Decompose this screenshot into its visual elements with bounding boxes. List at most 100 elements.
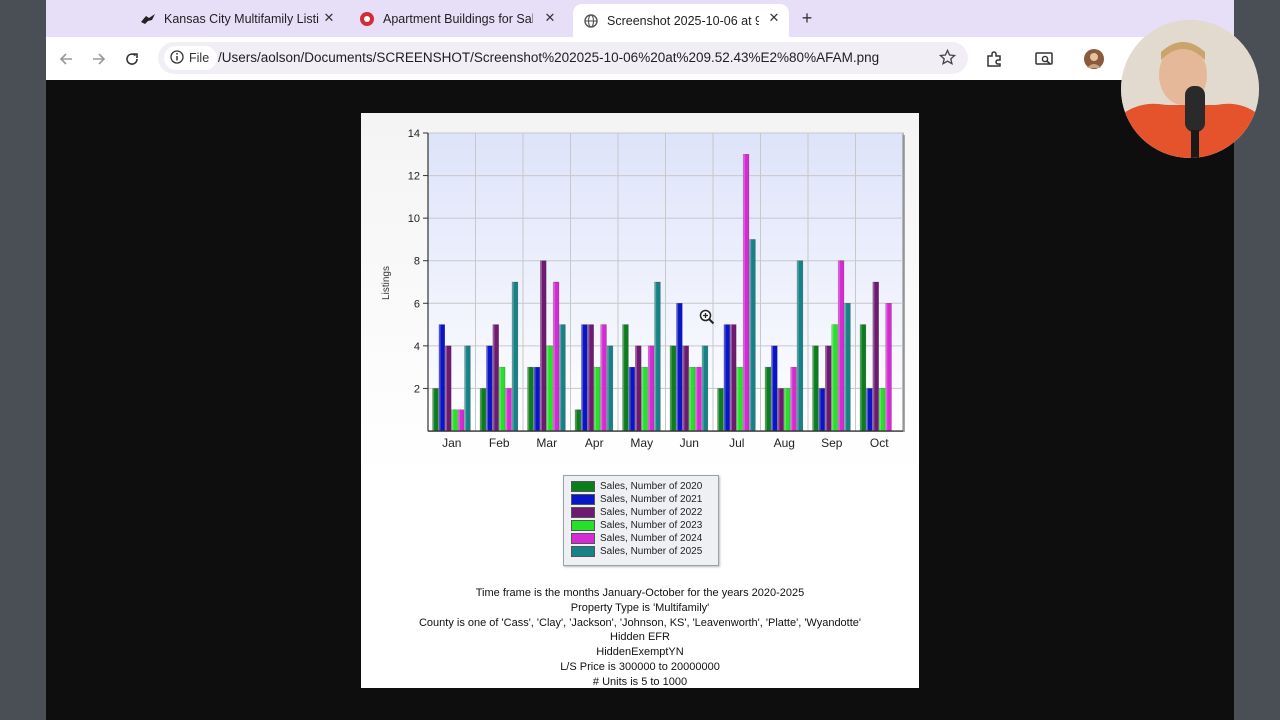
puzzle-icon[interactable]	[983, 48, 1005, 70]
bar-highlight	[784, 388, 786, 431]
tab-title: Apartment Buildings for Sale	[383, 11, 533, 26]
info-icon	[170, 49, 184, 67]
tab-kc-multifamily[interactable]: Kansas City Multifamily Listin ✕	[130, 4, 344, 33]
x-tick-label: Mar	[536, 436, 557, 450]
bar-highlight	[654, 282, 657, 431]
bar-highlight	[831, 324, 834, 431]
legend-swatch	[571, 520, 595, 531]
bar-highlight	[587, 324, 590, 431]
reload-icon[interactable]	[121, 48, 143, 70]
y-tick-label: 14	[408, 128, 420, 140]
x-tick-label: May	[630, 436, 653, 450]
legend-swatch	[571, 481, 595, 492]
bar-highlight	[559, 324, 562, 431]
bar-highlight	[689, 367, 691, 431]
x-tick-label: Jan	[442, 436, 461, 450]
y-tick-label: 2	[414, 383, 420, 395]
bar-highlight	[628, 367, 631, 431]
arrow-left-icon[interactable]	[55, 48, 77, 70]
criteria-line: # Units is 5 to 1000	[592, 675, 688, 688]
site-info-chip[interactable]: File	[164, 46, 218, 70]
bar-highlight	[581, 324, 584, 431]
browser-window: Kansas City Multifamily Listin ✕ Apartme…	[46, 0, 1234, 720]
tab-strip: Kansas City Multifamily Listin ✕ Apartme…	[46, 0, 1234, 37]
bar-highlight	[676, 303, 679, 431]
bar-highlight	[838, 260, 840, 431]
zoom-in-cursor-icon	[699, 309, 715, 330]
legend-item-2020: Sales, Number of 2020	[571, 480, 718, 493]
bar-chart: 2 4 6 8 10 12 14 Jan Feb Mar Apr May Jun Jul Aug Sep Oct…	[361, 113, 919, 478]
x-tick-label: Jul	[729, 436, 744, 450]
bar-highlight	[527, 367, 530, 431]
legend-item-2021: Sales, Number of 2021	[571, 493, 718, 506]
legend-label: Sales, Number of 2025	[600, 546, 703, 557]
criteria-line: HiddenExemptYN	[596, 646, 684, 659]
y-tick-label: 6	[414, 298, 420, 310]
bar-highlight	[743, 154, 745, 431]
close-tab-icon[interactable]: ✕	[544, 10, 556, 25]
plus-icon[interactable]: +	[801, 8, 813, 28]
x-tick-label: Feb	[489, 436, 510, 450]
bar-highlight	[499, 367, 501, 431]
bar-highlight	[553, 282, 555, 431]
bar-highlight	[575, 409, 577, 431]
red-logo-favicon-icon	[359, 11, 375, 27]
screenshot-image: 2 4 6 8 10 12 14 Jan Feb Mar Apr May Jun Jul Aug Sep Oct…	[361, 113, 919, 688]
bar-highlight	[635, 345, 637, 431]
bar-highlight	[790, 367, 793, 431]
x-tick-label: Sep	[821, 436, 843, 450]
address-bar[interactable]: File /Users/aolson/Documents/SCREENSHOT/…	[158, 42, 968, 74]
bar-highlight	[432, 388, 435, 431]
bar-highlight	[594, 367, 596, 431]
bar-highlight	[866, 388, 869, 431]
y-tick-label: 12	[408, 171, 420, 183]
chart-legend: Sales, Number of 2020 Sales, Number of 2…	[563, 475, 719, 566]
legend-item-2022: Sales, Number of 2022	[571, 506, 718, 519]
tab-screenshot[interactable]: Screenshot 2025-10-06 at 9. ✕	[573, 4, 789, 37]
bar-highlight	[860, 324, 862, 431]
legend-label: Sales, Number of 2023	[600, 520, 703, 531]
x-tick-label: Apr	[585, 436, 604, 450]
star-icon[interactable]	[938, 48, 957, 71]
close-tab-icon[interactable]: ✕	[768, 10, 780, 25]
criteria-line: Hidden EFR	[610, 631, 670, 644]
bar-highlight	[464, 345, 467, 431]
y-tick-label: 10	[408, 213, 420, 225]
bar-highlight	[736, 367, 739, 431]
search-criteria: Time frame is the months January-October…	[361, 586, 919, 688]
tab-apartment-buildings[interactable]: Apartment Buildings for Sale ✕	[349, 4, 565, 33]
cast-icon[interactable]	[1033, 48, 1055, 70]
bar-highlight	[723, 324, 726, 431]
tab-title: Kansas City Multifamily Listin	[164, 11, 319, 26]
bar-highlight	[458, 409, 460, 431]
close-tab-icon[interactable]: ✕	[323, 10, 335, 25]
x-tick-label: Jun	[680, 436, 699, 450]
legend-label: Sales, Number of 2022	[600, 507, 703, 518]
criteria-line: Time frame is the months January-October…	[475, 587, 805, 599]
bar-highlight	[505, 388, 508, 431]
bar-highlight	[702, 345, 704, 431]
bar-highlight	[648, 345, 650, 431]
bar-highlight	[717, 388, 720, 431]
criteria-line: Property Type is 'Multifamily'	[570, 601, 710, 614]
bar-highlight	[885, 303, 888, 431]
bar-highlight	[879, 388, 881, 431]
url-text[interactable]: /Users/aolson/Documents/SCREENSHOT/Scree…	[218, 50, 880, 65]
x-tick-label: Aug	[774, 436, 795, 450]
arrow-right-icon[interactable]	[88, 48, 110, 70]
bar-highlight	[540, 260, 542, 431]
legend-label: Sales, Number of 2021	[600, 494, 703, 505]
avatar[interactable]	[1083, 48, 1105, 70]
bird-favicon-icon	[140, 11, 156, 27]
bar-highlight	[695, 367, 698, 431]
bar-highlight	[749, 239, 752, 431]
criteria-line: County is one of 'Cass', 'Clay', 'Jackso…	[418, 616, 862, 629]
y-tick-label: 4	[414, 341, 420, 353]
bar-highlight	[682, 345, 685, 431]
bar-highlight	[771, 345, 774, 431]
legend-item-2025: Sales, Number of 2025	[571, 545, 718, 558]
bar-highlight	[533, 367, 536, 431]
desktop-background-left	[0, 0, 46, 720]
legend-label: Sales, Number of 2024	[600, 533, 703, 544]
tab-title: Screenshot 2025-10-06 at 9.	[607, 13, 759, 28]
